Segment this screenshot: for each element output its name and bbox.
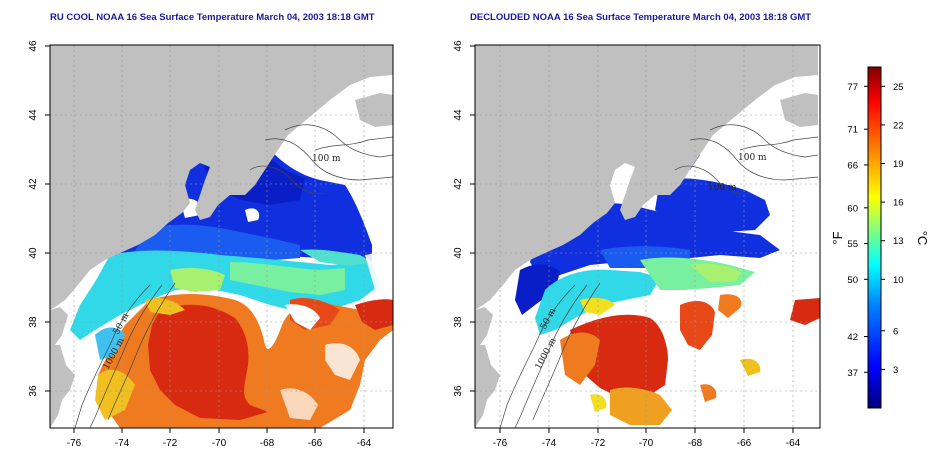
right-lat-tick: 44: [453, 109, 464, 121]
right-lon-tick: -66: [737, 438, 752, 449]
celsius-tick-label: 13: [893, 236, 904, 247]
temperature-colorbar: 3 6 10 13 16 19 22 25 37 42 50 55 60 66 71 77 °F °C: [830, 66, 930, 409]
left-map-panel[interactable]: 100 m 50 m 1000 m -76 -74 -72 -70 -68 -6…: [28, 40, 394, 449]
fahrenheit-tick-label: 60: [847, 203, 858, 214]
left-lon-tick: -76: [67, 438, 82, 449]
fahrenheit-tick-label: 77: [847, 82, 858, 93]
fahrenheit-unit-label: °F: [830, 231, 845, 244]
right-lat-tick: 42: [453, 178, 464, 190]
right-lon-tick: -70: [639, 438, 654, 449]
left-lon-tick: -74: [115, 438, 130, 449]
celsius-tick-label: 6: [893, 326, 898, 337]
left-map-frame: [49, 44, 394, 429]
right-sst-warm-water: [560, 294, 820, 425]
left-isobath-label-100m: 100 m: [312, 154, 341, 164]
fahrenheit-tick-label: 50: [847, 275, 858, 286]
fahrenheit-tick-label: 37: [847, 368, 858, 379]
right-lat-tick: 36: [453, 385, 464, 397]
right-lon-tick: -72: [591, 438, 606, 449]
fahrenheit-tick-label: 71: [847, 125, 858, 136]
right-lon-tick: -74: [542, 438, 557, 449]
right-isobath-label-100m-inner: 100 m: [708, 183, 737, 193]
right-lon-tick: -76: [493, 438, 508, 449]
left-lon-tick: -72: [163, 438, 178, 449]
fahrenheit-tick-label: 66: [847, 160, 858, 171]
celsius-tick-label: 3: [893, 365, 898, 376]
celsius-tick-label: 16: [893, 198, 904, 209]
left-lon-tick: -70: [212, 438, 227, 449]
left-lon-tick: -66: [308, 438, 323, 449]
right-map-panel[interactable]: 100 m 100 m 50 m 1000 m -76 -74 -72 -70 …: [453, 40, 821, 449]
right-isobath-label-100m: 100 m: [738, 153, 767, 163]
left-graticule: [50, 45, 393, 428]
fahrenheit-tick-label: 42: [847, 332, 858, 343]
left-sst-transition-water: [70, 249, 380, 340]
right-map-title: DECLOUDED NOAA 16 Sea Surface Temperatur…: [470, 12, 812, 23]
left-lat-tick: 46: [28, 40, 39, 52]
celsius-tick-label: 10: [893, 275, 904, 286]
right-lon-tick: -64: [786, 438, 801, 449]
left-lat-tick: 42: [28, 178, 39, 190]
right-lat-tick: 46: [453, 40, 464, 52]
left-lon-tick: -68: [260, 438, 275, 449]
right-sst-transition-water: [535, 257, 755, 335]
celsius-tick-label: 19: [893, 159, 904, 170]
left-lat-tick: 44: [28, 109, 39, 121]
celsius-unit-label: °C: [915, 231, 930, 246]
right-lon-tick: -68: [688, 438, 703, 449]
colorbar-gradient: [867, 66, 882, 409]
left-lat-tick: 36: [28, 385, 39, 397]
left-lat-tick: 40: [28, 247, 39, 259]
right-map-frame: [474, 44, 821, 429]
celsius-tick-label: 22: [893, 120, 904, 131]
left-lon-tick: -64: [357, 438, 372, 449]
left-lat-tick: 38: [28, 316, 39, 328]
right-lat-tick: 38: [453, 316, 464, 328]
right-graticule: [475, 45, 820, 428]
left-map-title: RU COOL NOAA 16 Sea Surface Temperature …: [50, 12, 375, 23]
fahrenheit-tick-label: 55: [847, 239, 858, 250]
right-lat-tick: 40: [453, 247, 464, 259]
celsius-tick-label: 25: [893, 82, 904, 93]
